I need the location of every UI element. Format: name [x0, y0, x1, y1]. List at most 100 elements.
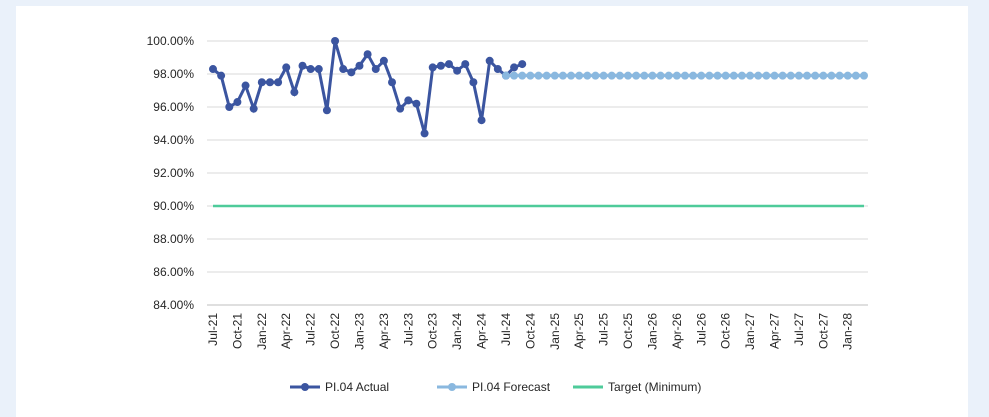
- data-point: [550, 71, 559, 80]
- y-tick-label: 96.00%: [153, 100, 194, 114]
- data-point: [851, 71, 860, 80]
- data-point: [444, 60, 453, 69]
- y-tick-label: 98.00%: [153, 67, 194, 81]
- data-point: [705, 71, 714, 80]
- data-point: [355, 61, 364, 70]
- data-point: [493, 65, 502, 74]
- y-tick-label: 92.00%: [153, 166, 194, 180]
- data-point: [331, 37, 340, 45]
- data-point: [632, 71, 641, 80]
- data-point: [379, 56, 388, 65]
- data-point: [615, 71, 624, 80]
- y-tick-label: 88.00%: [153, 232, 194, 246]
- x-tick-label: Apr-27: [767, 313, 781, 349]
- data-point: [339, 65, 348, 74]
- data-point: [599, 71, 608, 80]
- data-point: [762, 71, 771, 80]
- data-point: [542, 71, 551, 80]
- data-point: [729, 71, 738, 80]
- data-point: [501, 71, 510, 80]
- data-point: [274, 78, 283, 87]
- data-point: [737, 71, 746, 80]
- x-tick-label: Oct-22: [328, 313, 342, 349]
- data-point: [607, 71, 616, 80]
- data-point: [591, 71, 600, 80]
- data-point: [225, 103, 234, 111]
- data-point: [428, 63, 437, 72]
- data-point: [518, 60, 527, 69]
- data-point: [794, 71, 803, 80]
- x-tick-label: Oct-26: [719, 313, 733, 349]
- data-point: [754, 71, 763, 80]
- data-point: [420, 129, 429, 138]
- data-point: [526, 71, 535, 80]
- data-point: [412, 99, 421, 108]
- x-tick-label: Jan-25: [548, 313, 562, 350]
- data-point: [233, 98, 242, 107]
- x-tick-label: Jul-21: [206, 313, 220, 346]
- legend-marker: [301, 383, 309, 391]
- x-tick-label: Jul-26: [694, 313, 708, 346]
- data-point: [656, 71, 665, 80]
- data-point: [404, 96, 413, 105]
- legend-item: PI.04 Forecast: [437, 380, 551, 394]
- data-point: [680, 71, 689, 80]
- x-tick-label: Oct-24: [523, 313, 537, 349]
- data-point: [778, 71, 787, 80]
- x-tick-label: Jul-24: [499, 313, 513, 346]
- x-tick-label: Jan-24: [450, 313, 464, 350]
- data-point: [396, 104, 405, 113]
- y-tick-label: 86.00%: [153, 265, 194, 279]
- legend-label: PI.04 Forecast: [472, 380, 551, 394]
- data-point: [713, 71, 722, 80]
- data-point: [786, 71, 795, 80]
- data-point: [257, 78, 266, 87]
- data-point: [811, 71, 820, 80]
- x-tick-label: Jul-25: [597, 313, 611, 346]
- data-point: [648, 71, 657, 80]
- data-point: [265, 78, 274, 87]
- legend-item: Target (Minimum): [573, 380, 701, 394]
- data-point: [249, 104, 258, 113]
- data-point: [672, 71, 681, 80]
- data-point: [477, 116, 486, 125]
- y-tick-label: 90.00%: [153, 199, 194, 213]
- x-tick-label: Jul-27: [792, 313, 806, 346]
- data-point: [485, 56, 494, 65]
- data-point: [860, 71, 868, 80]
- data-point: [575, 71, 584, 80]
- data-point: [624, 71, 633, 80]
- data-point: [436, 61, 445, 70]
- data-point: [322, 106, 331, 115]
- data-point: [534, 71, 543, 80]
- data-point: [290, 88, 299, 97]
- data-point: [298, 61, 307, 70]
- x-tick-label: Apr-24: [475, 313, 489, 349]
- data-point: [461, 60, 470, 69]
- data-point: [819, 71, 828, 80]
- x-tick-label: Apr-25: [572, 313, 586, 349]
- data-point: [770, 71, 779, 80]
- x-tick-label: Jan-28: [841, 313, 855, 350]
- data-point: [347, 68, 356, 77]
- data-point: [282, 63, 291, 72]
- x-tick-label: Jan-23: [352, 313, 366, 350]
- x-tick-label: Jan-27: [743, 313, 757, 350]
- x-tick-label: Jan-22: [255, 313, 269, 350]
- data-point: [363, 50, 372, 59]
- data-point: [567, 71, 576, 80]
- data-point: [371, 65, 380, 74]
- data-point: [217, 71, 226, 80]
- data-point: [835, 71, 844, 80]
- data-point: [510, 71, 519, 80]
- legend-label: PI.04 Actual: [325, 380, 389, 394]
- x-tick-label: Oct-27: [816, 313, 830, 349]
- legend-marker: [448, 383, 456, 391]
- data-point: [314, 65, 323, 74]
- data-point: [453, 66, 462, 75]
- x-tick-label: Oct-23: [426, 313, 440, 349]
- data-point: [640, 71, 649, 80]
- x-tick-label: Apr-26: [670, 313, 684, 349]
- data-point: [558, 71, 567, 80]
